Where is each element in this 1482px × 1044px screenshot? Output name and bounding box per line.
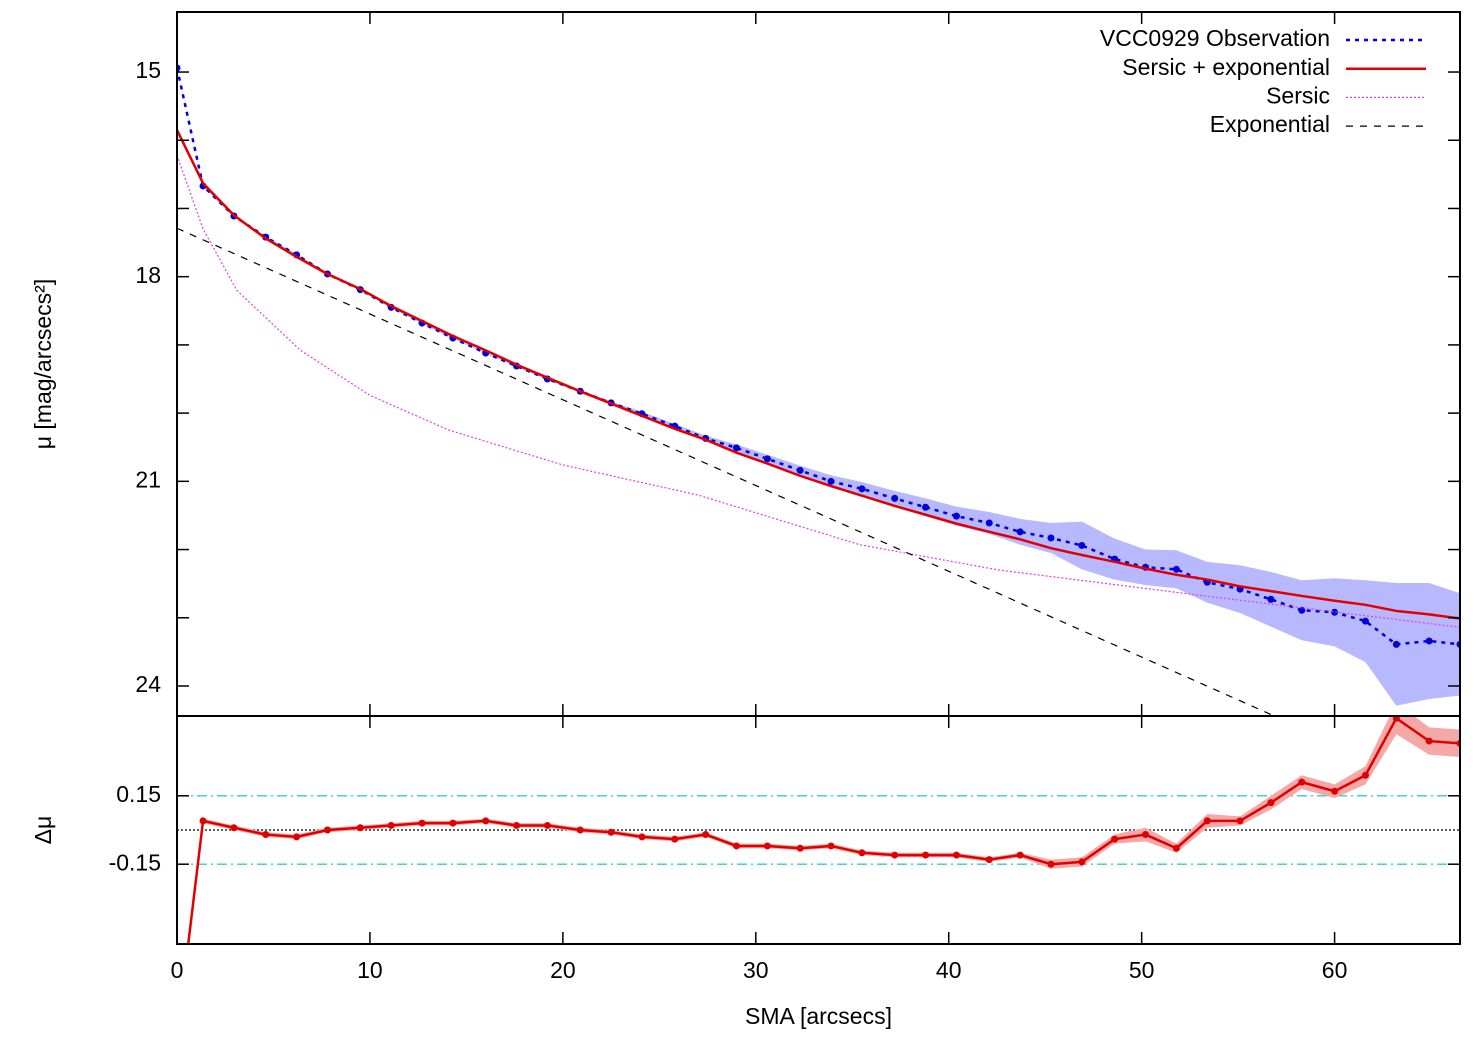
data-point [387,821,395,829]
data-point [1203,817,1211,825]
x-tick-label: 40 [936,957,962,983]
data-point [891,851,899,859]
data-point [763,842,771,850]
x-tick-label: 20 [550,957,576,983]
data-point [1425,737,1433,745]
series-line [186,716,1460,944]
data-point [952,851,960,859]
series-line [177,67,1460,646]
data-point [356,824,364,832]
y-tick-label: 18 [135,262,161,288]
series-line [177,155,1460,628]
data-point [1078,541,1086,549]
data-point [891,494,899,502]
data-point [199,817,207,825]
x-tick-label: 50 [1129,957,1155,983]
data-point [1361,771,1369,779]
data-point [733,842,741,850]
y-tick-label: 21 [135,466,161,492]
legend-label: Exponential [1210,111,1330,137]
data-point [418,819,426,827]
data-point [1331,608,1339,616]
error-band [187,716,1460,944]
data-point [1392,640,1400,648]
data-point [858,485,866,493]
data-point [262,831,270,839]
data-point [702,831,710,839]
data-point [827,477,835,485]
x-tick-label: 0 [171,957,184,983]
x-tick-label: 10 [357,957,383,983]
legend-label: Sersic + exponential [1122,54,1330,80]
data-point [1111,835,1119,843]
series-line [177,227,1276,716]
x-tick-label: 60 [1322,957,1348,983]
data-point [1172,844,1180,852]
y-tick-label: -0.15 [109,849,161,875]
data-point [576,826,584,834]
y-tick-label: 15 [135,57,161,83]
data-point [796,466,804,474]
data-point [1267,799,1275,807]
data-point [1298,778,1306,786]
data-point [1142,831,1150,839]
data-point [1047,860,1055,868]
y-tick-label: 24 [135,671,161,697]
data-point [671,835,679,843]
data-point [1361,617,1369,625]
data-point [482,817,490,825]
data-point [607,828,615,836]
y-axis-label: Δμ [30,816,56,845]
data-point [1331,787,1339,795]
data-point [543,821,551,829]
y-axis-label: μ [mag/arcsecs²] [30,279,56,449]
data-point [733,444,741,452]
data-point [230,824,238,832]
data-point [1047,534,1055,542]
legend-label: Sersic [1266,82,1330,108]
error-band [177,67,1460,706]
data-point [763,455,771,463]
plot-area [177,64,1460,716]
legend-label: VCC0929 Observation [1100,25,1330,51]
data-point [1016,528,1024,536]
data-point [638,833,646,841]
data-point [1425,637,1433,645]
data-point [985,856,993,864]
data-point [985,519,993,527]
data-point [922,503,930,511]
data-point [922,851,930,859]
data-point [1172,565,1180,573]
data-point [449,819,457,827]
data-point [858,849,866,857]
plot-area [174,716,1460,1041]
plot-frame [176,715,1461,945]
data-point [323,826,331,834]
data-point [796,844,804,852]
x-tick-label: 30 [743,957,769,983]
data-point [174,1034,181,1041]
data-point [293,833,301,841]
y-tick-label: 0.15 [116,781,161,807]
data-point [1016,851,1024,859]
data-point [827,842,835,850]
data-point [1392,716,1400,722]
x-axis-label: SMA [arcsecs] [745,1003,892,1029]
data-point [1078,858,1086,866]
data-point [513,821,521,829]
data-point [1267,595,1275,603]
data-point [952,512,960,520]
data-point [1236,817,1244,825]
series-line [177,129,1460,620]
